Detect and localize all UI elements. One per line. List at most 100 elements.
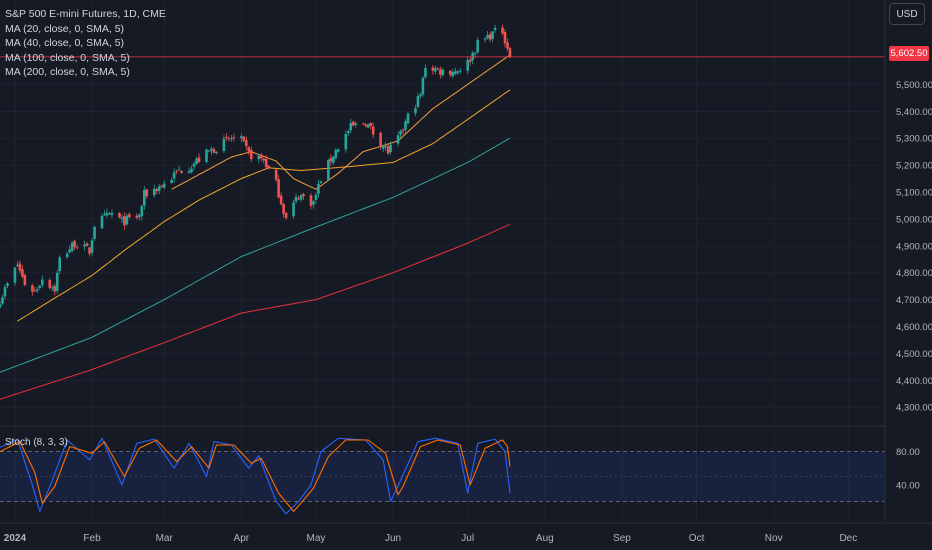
candle-body (197, 157, 201, 162)
candle-body (473, 53, 477, 55)
candle-body (244, 140, 248, 147)
candle-body (222, 138, 226, 151)
candle-body (434, 68, 437, 72)
candle-body (93, 226, 96, 239)
y-tick-label: 4,400.00 (896, 376, 932, 387)
candle-body (232, 137, 236, 139)
candle-body (441, 69, 445, 76)
candle-body (225, 136, 228, 138)
candle-body (379, 132, 382, 147)
candle-body (3, 287, 7, 297)
stoch-line-D (0, 439, 511, 512)
candle-body (70, 242, 74, 252)
ma-line-MA20 (171, 54, 511, 190)
candle-body (384, 146, 387, 148)
candle-body (453, 71, 457, 74)
candle-body (508, 48, 512, 57)
candle-body (404, 121, 407, 130)
last-price-tag: 5,602.50 (889, 46, 929, 61)
stoch-legend[interactable]: Stoch (8, 3, 3) (5, 437, 68, 448)
candle-body (187, 170, 191, 173)
candle-body (230, 138, 233, 140)
legend-ma40[interactable]: MA (40, close, 0, SMA, 5) (5, 37, 125, 50)
candle-body (100, 215, 104, 229)
candle-body (401, 129, 405, 131)
candle-body (501, 27, 504, 34)
ma-line-MA100 (0, 137, 511, 373)
x-tick-label: May (306, 533, 325, 544)
candle-body (264, 158, 268, 168)
candle-body (190, 168, 193, 173)
legend-ma100[interactable]: MA (100, close, 0, SMA, 5) (5, 51, 130, 64)
candle-body (123, 216, 126, 226)
candle-body (6, 283, 9, 287)
candle-body (344, 133, 348, 150)
candle-body (177, 169, 181, 171)
candle-body (267, 165, 270, 168)
x-tick-label: Nov (765, 533, 783, 544)
candle-body (207, 150, 211, 152)
x-tick-label: Sep (613, 533, 631, 544)
stochastic-lines (0, 437, 511, 515)
price-axis[interactable]: 4,300.00 4,400.00 4,500.00 4,600.00 4,700.00… (896, 80, 932, 491)
y-tick-label: 5,400.00 (896, 107, 932, 118)
y-tick-label: 4,900.00 (896, 241, 932, 252)
candle-body (145, 189, 149, 197)
candle-body (488, 34, 492, 40)
candle-body (476, 40, 479, 53)
candle-body (83, 244, 86, 247)
legend-ma200[interactable]: MA (200, close, 0, SMA, 5) (5, 66, 130, 79)
candle-body (332, 156, 335, 163)
y-tick-label: 5,500.00 (896, 80, 932, 91)
candles (0, 24, 512, 309)
candle-body (16, 264, 19, 267)
candle-body (419, 94, 422, 97)
currency-button[interactable]: USD (889, 3, 925, 25)
candle-body (170, 179, 173, 183)
candle-body (172, 172, 176, 179)
candle-body (75, 247, 79, 249)
candle-body (327, 159, 330, 180)
x-tick-label: Jun (385, 533, 401, 544)
chart-legend: S&P 500 E-mini Futures, 1D, CME MA (20, … (5, 7, 166, 80)
candle-body (210, 148, 213, 151)
candle-body (195, 158, 198, 165)
candle-body (371, 126, 375, 135)
candle-body (389, 144, 392, 153)
candle-body (21, 269, 24, 277)
candle-body (329, 158, 333, 162)
candle-body (13, 267, 17, 283)
candle-body (118, 212, 121, 218)
candle-body (227, 138, 231, 140)
candle-body (506, 42, 509, 49)
candle-body (346, 131, 350, 134)
candle-body (140, 206, 144, 217)
legend-ma20[interactable]: MA (20, close, 0, SMA, 5) (5, 22, 125, 35)
candle-body (337, 149, 340, 152)
candle-body (361, 123, 365, 125)
candle-body (1, 297, 4, 304)
candle-body (103, 214, 106, 216)
candle-body (386, 146, 390, 154)
candle-body (436, 68, 440, 70)
candle-body (262, 158, 266, 161)
candle-body (284, 212, 288, 219)
candle-body (138, 215, 141, 218)
candle-body (399, 130, 402, 135)
candle-body (65, 253, 69, 258)
y-tick-label: 4,500.00 (896, 349, 932, 360)
candle-body (314, 194, 318, 201)
candle-body (88, 247, 91, 254)
chart-title[interactable]: S&P 500 E-mini Futures, 1D, CME (5, 8, 166, 20)
candle-body (309, 195, 313, 206)
candle-body (142, 189, 146, 206)
time-axis[interactable]: 2024 Feb Mar Apr May Jun Jul Aug Sep Oct Nov Dec (4, 533, 857, 544)
candle-body (503, 31, 507, 44)
candle-body (354, 123, 358, 126)
candle-body (491, 31, 494, 39)
candle-body (317, 183, 320, 194)
candle-body (247, 147, 251, 152)
candle-body (58, 257, 62, 272)
